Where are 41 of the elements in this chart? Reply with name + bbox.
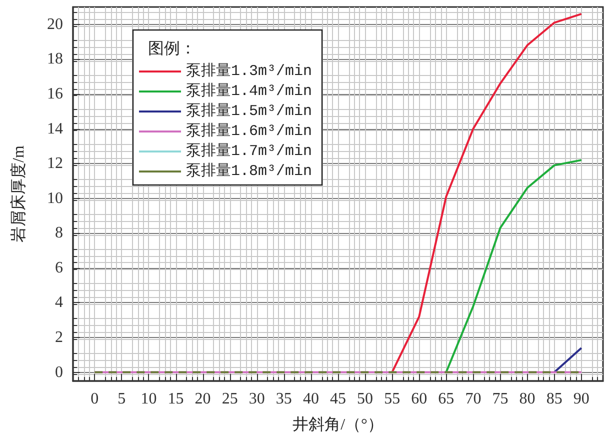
x-tick-label: 10: [140, 390, 157, 408]
y-axis-title: 岩屑床厚度/m: [10, 145, 28, 242]
y-tick-label: 12: [47, 155, 63, 172]
x-tick-label: 40: [302, 390, 319, 408]
x-tick-label: 90: [573, 390, 590, 408]
x-tick-label: 80: [519, 390, 536, 408]
line-series: [391, 12, 582, 374]
x-tick-label: 5: [118, 390, 126, 408]
x-tick-label: 30: [248, 390, 265, 408]
x-tick-label: 35: [276, 390, 292, 408]
legend-label: 泵排量1.6m³/min: [186, 122, 312, 140]
y-tick-label: 6: [55, 259, 63, 276]
y-tick-label: 8: [55, 224, 63, 242]
x-tick-label: 50: [357, 390, 374, 408]
x-tick-label: 65: [438, 390, 454, 408]
y-tick-label: 4: [55, 294, 63, 312]
x-tick-label: 60: [411, 390, 428, 408]
x-tick-label: 55: [384, 390, 400, 408]
y-tick-label: 20: [47, 16, 63, 33]
y-tick-label: 16: [47, 85, 63, 102]
x-tick-label: 45: [330, 390, 346, 408]
x-tick-label: 25: [222, 390, 238, 408]
legend-label: 泵排量1.7m³/min: [186, 142, 312, 160]
y-tick-label: 14: [47, 120, 63, 138]
legend-title: 图例：: [148, 40, 196, 58]
y-tick-label: 18: [47, 50, 63, 68]
y-tick-label: 0: [55, 364, 63, 381]
line-series: [445, 159, 582, 374]
x-axis-title: 井斜角/（°）: [292, 416, 384, 434]
legend-label: 泵排量1.3m³/min: [186, 62, 312, 80]
x-tick-label: 15: [168, 390, 184, 408]
y-tick-label: 2: [55, 329, 63, 346]
legend-label: 泵排量1.5m³/min: [186, 102, 312, 120]
x-tick-label: 70: [465, 390, 482, 408]
x-tick-label: 20: [194, 390, 211, 408]
legend-label: 泵排量1.4m³/min: [186, 82, 312, 100]
y-tick-label: 10: [47, 190, 63, 207]
legend-label: 泵排量1.8m³/min: [186, 162, 312, 180]
x-tick-label: 0: [90, 390, 99, 408]
x-tick-label: 75: [492, 390, 508, 408]
x-tick-label: 85: [546, 390, 562, 408]
